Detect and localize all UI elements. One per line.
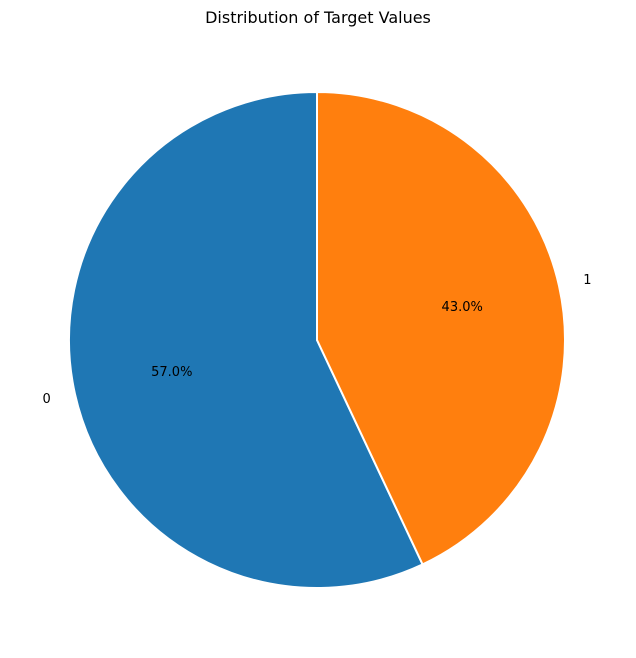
slice-label-0: 0 [42,392,50,407]
slice-percent-label-1: 43.0% [442,300,483,315]
chart-title: Distribution of Target Values [205,8,431,27]
pie-slice-1 [316,90,566,566]
pie-slice-0 [68,90,424,589]
slice-percent-label-0: 57.0% [151,365,192,380]
slice-label-1: 1 [583,273,591,288]
